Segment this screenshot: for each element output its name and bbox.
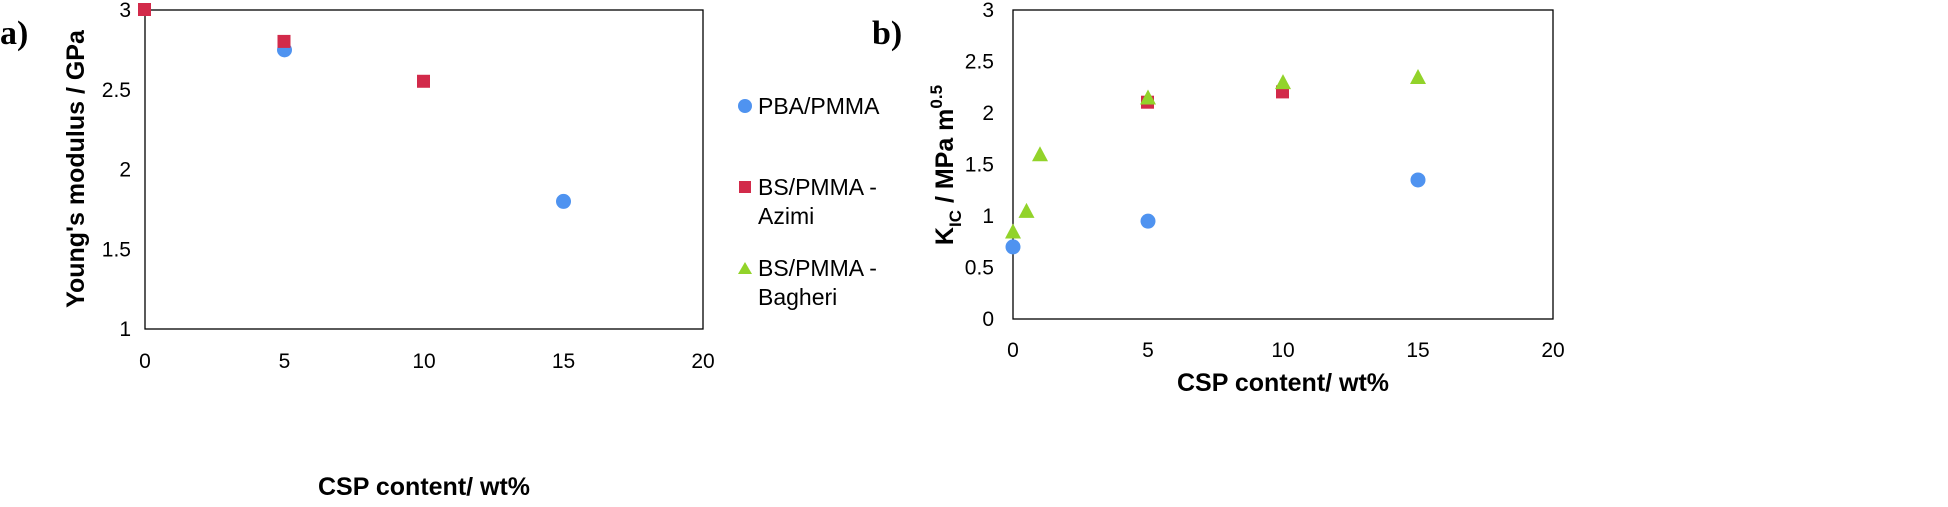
y-axis-title-b: KIC / MPa m0.5 [927,85,965,245]
ticks-a: 0 5 10 15 20 1 1.5 2 2.5 3 [102,0,715,373]
legend-marker-square [739,181,751,193]
legend-entry-pba: PBA/PMMA [738,93,880,119]
data-point-square [277,34,291,48]
legend-marker-circle [738,99,752,113]
legend-label-pba: PBA/PMMA [758,93,880,119]
legend-label-azimi-line1: BS/PMMA - [758,174,877,200]
panel-label-a: a) [0,15,28,52]
y-tick-label: 1 [982,205,994,228]
legend-label-azimi-line2: Azimi [758,203,814,229]
ticks-b: 0 5 10 15 20 0 0.5 1 1.5 2 2.5 3 [965,0,1565,362]
y-tick-label: 2 [982,102,994,125]
panel-b: b) CSP content/ wt% KIC / MPa m0.5 0 5 10 1… [872,0,1565,397]
y-tick-label: 2.5 [102,79,131,102]
data-point-circle [1140,213,1156,229]
data-point-triangle [1032,146,1048,162]
x-axis-title-b: CSP content/ wt% [1177,369,1389,397]
x-tick-label: 0 [1007,339,1019,362]
data-point-triangle [1140,89,1156,105]
x-tick-label: 15 [1406,339,1429,362]
legend: PBA/PMMA BS/PMMA - Azimi BS/PMMA - Baghe… [738,93,880,310]
x-tick-label: 10 [412,350,435,373]
x-tick-label: 15 [552,350,575,373]
data-point-triangle [1018,202,1035,218]
x-tick-label: 20 [1541,339,1564,362]
legend-label-bagheri-line2: Bagheri [758,284,837,310]
y-tick-label: 1 [119,318,131,341]
y-tick-label: 3 [982,0,994,22]
legend-entry-bagheri: BS/PMMA - Bagheri [738,255,877,310]
data-point-triangle [1275,74,1291,90]
x-tick-label: 5 [1142,339,1154,362]
data-point-circle [1410,172,1426,188]
data-point-square [417,74,430,88]
y-axis-title-a: Young's modulus / GPa [62,29,90,308]
panel-a: a) CSP content/ wt% Young's modulus / GP… [0,0,715,501]
data-point-triangle [1410,68,1426,84]
y-tick-label: 0 [982,308,994,331]
legend-marker-triangle [738,262,752,274]
x-tick-label: 5 [279,350,291,373]
plot-area-b [1012,9,1554,320]
y-tick-label: 3 [119,0,131,22]
y-tick-label: 1.5 [102,238,131,261]
marks-b [1005,68,1426,255]
legend-entry-azimi: BS/PMMA - Azimi [739,174,877,229]
plot-area-a [144,9,704,330]
legend-label-bagheri-line1: BS/PMMA - [758,255,877,281]
y-tick-label: 0.5 [965,257,994,280]
x-tick-label: 10 [1271,339,1294,362]
y-tick-label: 2 [119,159,131,182]
panel-label-b: b) [872,15,902,52]
x-tick-label: 20 [691,350,714,373]
y-tick-label: 2.5 [965,51,994,74]
data-point-triangle [1005,223,1021,239]
x-axis-title-a: CSP content/ wt% [318,473,530,501]
data-point-circle [556,193,571,209]
marks-a [138,3,571,209]
data-point-circle [1005,239,1021,255]
data-point-square [138,3,151,16]
x-tick-label: 0 [139,350,151,373]
y-tick-label: 1.5 [965,154,994,177]
